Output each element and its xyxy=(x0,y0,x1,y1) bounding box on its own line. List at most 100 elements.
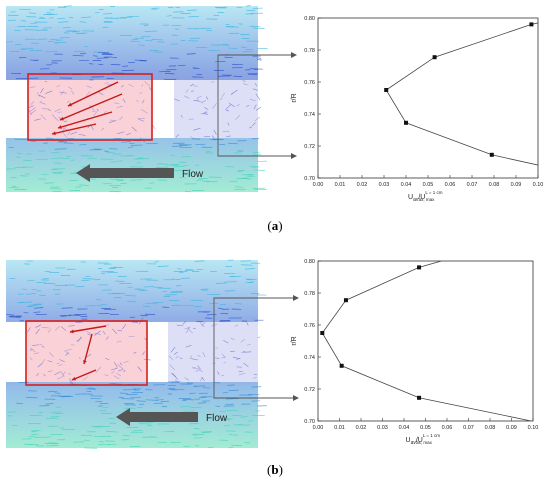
flow-streak xyxy=(123,360,129,363)
x-tick-label: 0.06 xyxy=(442,425,453,431)
flow-streak xyxy=(121,84,124,88)
x-axis-label-sup: L = 1 cm xyxy=(425,190,442,195)
flow-streak xyxy=(255,93,261,101)
flow-streak xyxy=(27,327,31,333)
flow-streak xyxy=(179,357,183,359)
flow-streak xyxy=(191,189,205,192)
data-point xyxy=(339,363,344,368)
flow-streak xyxy=(113,375,120,380)
flow-streak xyxy=(225,104,231,111)
flow-streak xyxy=(105,357,110,361)
flow-streak xyxy=(182,321,186,325)
flow-streak xyxy=(88,387,96,389)
x-axis-label-part: U xyxy=(406,437,411,444)
flow-streak xyxy=(112,56,117,59)
flow-streak xyxy=(129,445,141,448)
velocity-profile-chart: 0.00 0.01 0.02 0.03 0.04 0.05 0.06 0.07 0.08 0.09… xyxy=(291,259,538,446)
y-tick-label: 0.70 xyxy=(304,419,315,425)
flow-streak xyxy=(50,416,60,418)
x-tick-label: 0.01 xyxy=(334,425,345,431)
flow-streak xyxy=(104,374,109,377)
flow-streak xyxy=(67,131,71,136)
flow-streak xyxy=(242,80,246,83)
flow-streak xyxy=(39,101,46,105)
flow-streak xyxy=(39,294,46,297)
flow-streak xyxy=(215,347,218,349)
flow-streak xyxy=(170,346,176,353)
flow-streak xyxy=(198,369,204,373)
flow-streak xyxy=(233,424,242,426)
flow-streak xyxy=(110,119,117,121)
figure-panel-b: Flow 0.00 0.01 0.02 0.03 0.04 0.05 0.06 0.07 0.08… xyxy=(0,240,550,482)
flow-streak xyxy=(246,322,249,326)
flow-streak xyxy=(174,379,180,385)
flow-streak xyxy=(179,161,187,163)
flow-streak xyxy=(240,264,253,266)
flow-streak xyxy=(57,17,66,20)
data-point xyxy=(417,395,422,400)
flow-streak xyxy=(141,158,150,160)
cavity-left-fill xyxy=(28,80,152,138)
flow-streak xyxy=(187,327,193,334)
flow-streak xyxy=(70,159,76,161)
flow-streak xyxy=(63,5,72,7)
caption-a: (a) xyxy=(0,218,550,234)
x-tick-label: 0.07 xyxy=(463,425,474,431)
flow-streak xyxy=(58,364,63,366)
flow-streak xyxy=(35,328,40,335)
flow-streak xyxy=(34,118,41,121)
flow-streak xyxy=(197,402,207,404)
flow-streak xyxy=(101,127,105,131)
flow-streak xyxy=(45,90,53,94)
flow-streak xyxy=(105,336,109,340)
highlight-box xyxy=(25,320,148,386)
flow-streak xyxy=(234,303,242,305)
zoom-leader-head xyxy=(291,153,297,159)
flow-streak xyxy=(101,271,114,273)
x-tick-label: 0.08 xyxy=(485,425,496,431)
flow-arrow-shaft xyxy=(88,168,174,178)
flow-streak xyxy=(114,102,120,104)
flow-streak xyxy=(184,95,190,99)
flow-streak xyxy=(226,409,239,412)
flow-streak xyxy=(30,101,35,105)
flow-streak xyxy=(8,316,21,318)
flow-streak xyxy=(243,362,249,368)
flow-streak xyxy=(102,26,109,28)
flow-streak xyxy=(253,169,265,171)
flow-streak xyxy=(135,270,149,273)
flow-streak xyxy=(56,362,60,364)
flow-streak xyxy=(80,16,91,18)
flow-streak xyxy=(126,132,132,136)
flow-streak xyxy=(40,358,46,365)
flow-streak xyxy=(145,303,158,305)
flow-streak xyxy=(203,135,211,138)
flow-streak xyxy=(197,365,201,370)
flow-streak xyxy=(105,431,118,433)
flow-streak xyxy=(103,13,112,15)
y-tick-label: 0.70 xyxy=(304,176,315,182)
flow-streak xyxy=(225,166,235,168)
vortex-arrow-head xyxy=(83,360,87,364)
flow-streak xyxy=(202,352,206,358)
flow-streak xyxy=(61,307,73,309)
flow-streak xyxy=(170,154,176,157)
y-tick-label: 0.80 xyxy=(304,16,315,22)
y-tick-label: 0.80 xyxy=(304,259,315,265)
flow-streak xyxy=(61,395,74,398)
x-axis-label-sub: ax, max xyxy=(416,440,433,445)
flow-streak xyxy=(136,400,146,402)
flow-streak xyxy=(228,142,238,145)
data-point xyxy=(432,55,437,60)
y-tick-label: 0.74 xyxy=(304,112,315,118)
vortex-arrow xyxy=(51,123,97,135)
flow-streak xyxy=(30,347,36,353)
vortex-arrow-head xyxy=(52,131,56,136)
flow-streak xyxy=(217,44,228,46)
flow-streak xyxy=(58,21,69,23)
x-tick-label: 0.09 xyxy=(506,425,517,431)
zoom-bracket xyxy=(213,297,258,399)
flow-streak xyxy=(180,406,191,408)
flow-streak xyxy=(253,104,257,110)
caption-a-label: a xyxy=(271,218,279,233)
